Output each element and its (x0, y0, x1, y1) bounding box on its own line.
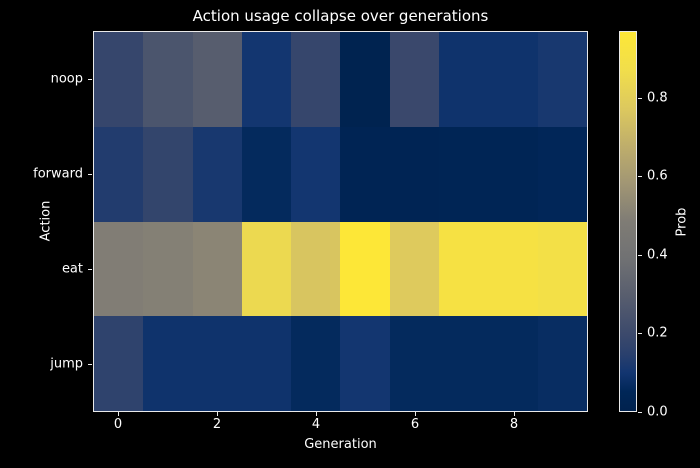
y-tick-label: noop (50, 71, 83, 87)
heatmap-cell (488, 221, 538, 317)
x-tick-mark (316, 412, 317, 416)
heatmap-cell (143, 126, 193, 222)
x-tick-label: 2 (212, 417, 222, 432)
chart-title: Action usage collapse over generations (192, 7, 489, 25)
x-tick-mark (217, 412, 218, 416)
heatmap-cell (340, 32, 390, 127)
heatmap-cell (94, 316, 144, 411)
heatmap-cell (389, 221, 440, 317)
heatmap-cell (143, 316, 193, 411)
heatmap-cell (94, 32, 144, 127)
y-tick-label: forward (33, 166, 83, 182)
colorbar-tick-mark (638, 176, 642, 177)
x-tick-label: 8 (509, 417, 519, 432)
heatmap-cell (389, 126, 440, 222)
heatmap-cell (488, 316, 538, 411)
heatmap-cell (537, 221, 587, 317)
heatmap-cell (439, 316, 489, 411)
heatmap-cell (537, 126, 587, 222)
heatmap-cell (537, 316, 587, 411)
heatmap-cell (241, 32, 292, 127)
heatmap-cell (143, 221, 193, 317)
heatmap-cell (241, 316, 292, 411)
heatmap-cell (192, 221, 242, 317)
heatmap-plot-area (93, 31, 588, 412)
colorbar-tick-mark (638, 98, 642, 99)
colorbar-tick-label: 0.0 (647, 404, 668, 420)
heatmap-cell (537, 32, 587, 127)
heatmap-cell (439, 32, 489, 127)
heatmap-cell (439, 221, 489, 317)
y-axis-label: Action (38, 200, 54, 242)
heatmap-cell (241, 126, 292, 222)
y-tick-mark (88, 174, 92, 175)
y-tick-mark (88, 364, 92, 365)
x-tick-mark (415, 412, 416, 416)
heatmap-cell (340, 126, 390, 222)
heatmap-cell (340, 221, 390, 317)
x-axis-label: Generation (304, 437, 377, 452)
heatmap-cell (94, 126, 144, 222)
heatmap-cell (389, 32, 440, 127)
colorbar-tick-label: 0.8 (647, 90, 668, 106)
x-tick-label: 0 (113, 417, 123, 432)
colorbar-tick-mark (638, 255, 642, 256)
x-tick-mark (514, 412, 515, 416)
y-tick-mark (88, 269, 92, 270)
heatmap-cell (192, 126, 242, 222)
y-tick-label: eat (61, 261, 83, 277)
heatmap-cell (291, 32, 341, 127)
heatmap-cell (488, 126, 538, 222)
colorbar-tick-mark (638, 333, 642, 334)
heatmap-cell (291, 126, 341, 222)
heatmap-cell (439, 126, 489, 222)
y-tick-label: jump (50, 356, 83, 372)
colorbar-tick-label: 0.4 (647, 247, 668, 263)
x-tick-label: 6 (410, 417, 420, 432)
heatmap-cell (291, 221, 341, 317)
heatmap-cell (241, 221, 292, 317)
y-tick-mark (88, 79, 92, 80)
colorbar-tick-label: 0.6 (647, 168, 668, 184)
heatmap-cell (291, 316, 341, 411)
x-tick-label: 4 (311, 417, 321, 432)
colorbar (619, 31, 637, 412)
colorbar-tick-mark (638, 412, 642, 413)
heatmap-cell (192, 32, 242, 127)
heatmap-cell (192, 316, 242, 411)
colorbar-tick-label: 0.2 (647, 325, 668, 341)
heatmap-cell (94, 221, 144, 317)
heatmap-cell (488, 32, 538, 127)
colorbar-label: Prob (674, 207, 690, 237)
heatmap-cell (389, 316, 440, 411)
x-tick-mark (118, 412, 119, 416)
heatmap-cell (143, 32, 193, 127)
heatmap-cell (340, 316, 390, 411)
